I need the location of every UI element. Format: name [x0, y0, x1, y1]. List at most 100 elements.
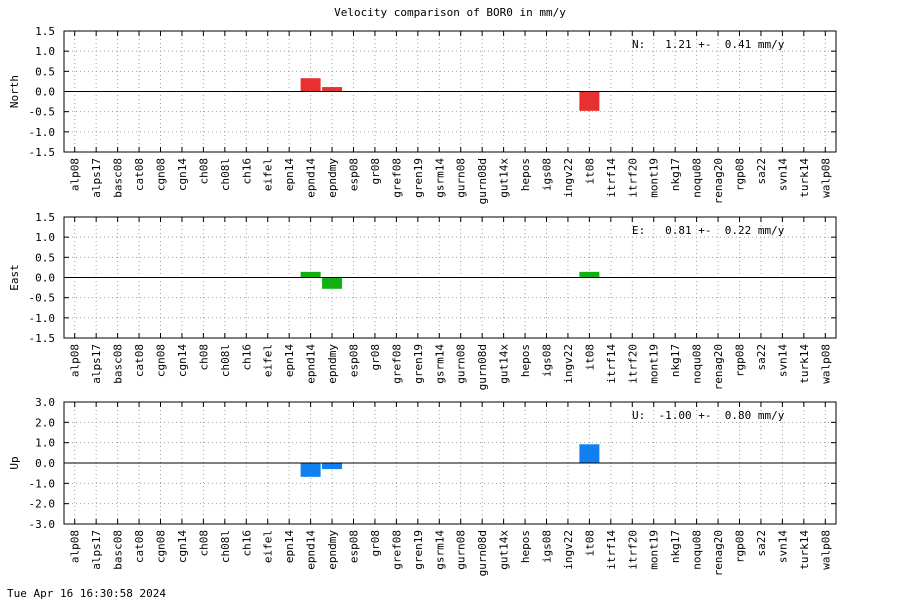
x-tick-label: cat08 — [133, 530, 146, 563]
y-tick-label: 1.0 — [35, 231, 55, 244]
x-tick-label: gr08 — [369, 344, 382, 371]
x-tick-label: walp08 — [819, 344, 832, 384]
x-tick-label: epn14 — [283, 158, 296, 191]
bar-epnd14 — [300, 271, 321, 278]
x-tick-label: alp08 — [69, 158, 82, 191]
x-tick-label: mont19 — [648, 530, 661, 570]
x-tick-label: turk14 — [798, 158, 811, 198]
y-tick-label: 0.5 — [35, 251, 55, 264]
panel-up: -3.0 -2.0 -1.0 0.0 1.0 2.0 3.0 alp08 alps17 basc0… — [8, 396, 837, 576]
chart-title: Velocity comparison of BOR0 in mm/y — [334, 6, 566, 19]
x-tick-label: cgn08 — [155, 344, 168, 377]
x-tick-label: alp08 — [69, 530, 82, 563]
x-tick-label: renag20 — [712, 158, 725, 204]
plot-frame — [63, 216, 837, 339]
x-tick-label: gren19 — [412, 158, 425, 198]
x-tick-label: gren19 — [412, 344, 425, 384]
x-tick-label: gut14x — [498, 344, 511, 384]
stats-annotation: U: -1.00 +- 0.80 mm/y — [632, 409, 785, 422]
x-tick-label: walp08 — [819, 158, 832, 198]
bar-epndmy — [322, 463, 343, 470]
x-tick-label: igs08 — [541, 158, 554, 191]
x-tick-label: sa22 — [755, 158, 768, 185]
stats-annotation: E: 0.81 +- 0.22 mm/y — [632, 224, 785, 237]
x-tick-label: it08 — [583, 530, 596, 557]
y-tick-label: -1.0 — [29, 312, 56, 325]
x-tick-label: nkg17 — [669, 344, 682, 377]
x-tick-label: renag20 — [712, 344, 725, 390]
x-tick-label: ch08 — [197, 344, 210, 371]
x-tick-label: gut14x — [498, 158, 511, 198]
x-tick-label: epn14 — [283, 530, 296, 563]
x-tick-label: gref08 — [390, 344, 403, 384]
y-tick-label: 3.0 — [35, 396, 55, 409]
x-tick-label: turk14 — [798, 530, 811, 570]
x-tick-label: ch16 — [240, 344, 253, 371]
x-tick-label: mont19 — [648, 158, 661, 198]
x-tick-label: noqu08 — [691, 530, 704, 570]
x-tick-label: igs08 — [541, 530, 554, 563]
x-tick-label: ingv22 — [562, 158, 575, 198]
y-tick-label: 2.0 — [35, 416, 55, 429]
x-tick-label: gref08 — [390, 530, 403, 570]
x-tick-label: gurn08d — [476, 158, 489, 204]
y-tick-label: 1.0 — [35, 45, 55, 58]
x-tick-label: rgp08 — [734, 158, 747, 191]
y-tick-label: -0.5 — [29, 106, 56, 119]
x-tick-label: it08 — [583, 344, 596, 371]
x-tick-label: svn14 — [776, 530, 789, 563]
x-tick-label: gr08 — [369, 158, 382, 185]
x-tick-label: it08 — [583, 158, 596, 185]
x-tick-label: basc08 — [112, 158, 125, 198]
y-tick-label: 1.5 — [35, 25, 55, 38]
x-tick-label: esp08 — [348, 158, 361, 191]
x-tick-label: eifel — [262, 344, 275, 377]
x-tick-label: alps17 — [90, 530, 103, 570]
x-tick-label: epndmy — [326, 530, 339, 570]
y-tick-label: 0.0 — [35, 86, 55, 99]
y-tick-label: 1.0 — [35, 437, 55, 450]
bar-epndmy — [322, 277, 343, 289]
x-tick-label: epn14 — [283, 344, 296, 377]
x-tick-label: cgn14 — [176, 158, 189, 191]
y-axis-label: North — [8, 75, 21, 108]
x-tick-label: svn14 — [776, 158, 789, 191]
y-tick-label: -1.5 — [29, 332, 56, 345]
x-tick-label: svn14 — [776, 344, 789, 377]
x-tick-label: sa22 — [755, 530, 768, 557]
x-tick-label: ch16 — [240, 158, 253, 185]
x-tick-label: eifel — [262, 530, 275, 563]
x-tick-label: cgn14 — [176, 344, 189, 377]
plot-frame — [63, 30, 837, 153]
bar-epnd14 — [300, 78, 321, 92]
x-tick-label: gsrm14 — [433, 344, 446, 384]
x-tick-label: walp08 — [819, 530, 832, 570]
x-tick-label: gr08 — [369, 530, 382, 557]
x-tick-label: epnd14 — [305, 344, 318, 384]
x-tick-label: cgn08 — [155, 158, 168, 191]
x-tick-label: cat08 — [133, 344, 146, 377]
x-tick-label: esp08 — [348, 530, 361, 563]
x-tick-label: nkg17 — [669, 158, 682, 191]
x-tick-label: epndmy — [326, 158, 339, 198]
y-tick-label: -1.0 — [29, 477, 56, 490]
x-tick-label: itrf20 — [626, 344, 639, 384]
x-tick-label: cgn14 — [176, 530, 189, 563]
y-tick-label: -0.5 — [29, 292, 56, 305]
x-tick-label: itrf14 — [605, 344, 618, 384]
y-axis-label: East — [8, 264, 21, 291]
x-tick-label: turk14 — [798, 344, 811, 384]
x-tick-label: basc08 — [112, 530, 125, 570]
y-tick-label: -1.0 — [29, 126, 56, 139]
timestamp-footer: Tue Apr 16 16:30:58 2024 — [7, 587, 166, 600]
x-tick-label: renag20 — [712, 530, 725, 576]
x-tick-label: esp08 — [348, 344, 361, 377]
bar-epndmy — [322, 87, 343, 92]
x-tick-label: gref08 — [390, 158, 403, 198]
x-tick-label: alps17 — [90, 158, 103, 198]
x-tick-label: ch16 — [240, 530, 253, 557]
x-tick-label: nkg17 — [669, 530, 682, 563]
y-tick-label: -1.5 — [29, 146, 56, 159]
x-tick-label: gurn08 — [455, 530, 468, 570]
